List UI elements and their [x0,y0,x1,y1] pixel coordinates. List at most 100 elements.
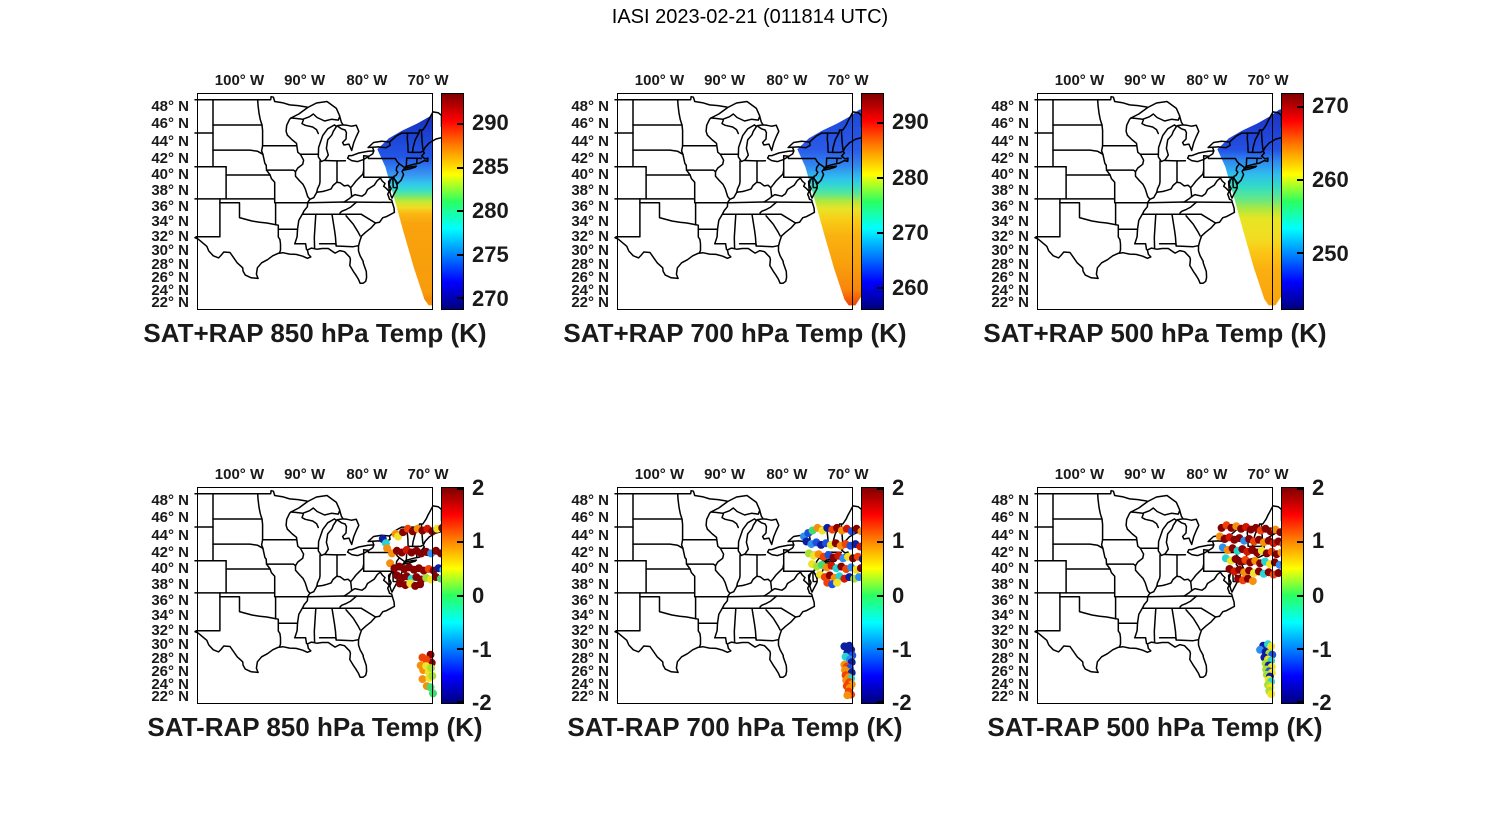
lat-tick-label: 26° N [571,663,609,681]
lat-tick-label: 22° N [571,294,609,312]
map-sat-minus-rap-500 [1034,487,1292,704]
lat-tick-label: 32° N [991,621,1029,639]
lat-tick-label: 34° N [991,212,1029,230]
panel-sat-minus-rap-850: SAT-RAP 850 hPa Temp (K) 100° W 90° W 80° … [125,457,565,767]
colorbar-tick-label: 0 [1312,582,1325,608]
lat-tick-label: 44° N [151,132,189,150]
colorbar-tick [457,487,463,490]
axes-frame [197,93,433,310]
lat-tick-label: 34° N [991,606,1029,624]
colorbar-tick [457,166,463,169]
colorbar-tick [1297,105,1303,108]
colorbar-tick [1297,179,1303,181]
lat-tick-label: 26° N [571,269,609,287]
lat-tick-label: 48° N [571,492,609,510]
panel-title: SAT+RAP 850 hPa Temp (K) [143,318,487,348]
panel-title: SAT+RAP 700 hPa Temp (K) [563,318,907,348]
colorbar-tick [877,594,883,597]
colorbar-tick-label: 280 [472,198,509,224]
lon-tick-label: 80° W [1186,466,1228,483]
data-swath [797,108,868,306]
lat-tick-label: 34° N [571,606,609,624]
lat-tick-label: 40° N [151,560,189,578]
lat-tick-label: 34° N [151,606,189,624]
axes-frame [617,487,853,704]
colorbar-tick-label: -1 [1312,636,1332,662]
colorbar [1281,93,1304,310]
lat-tick-label: 38° N [991,182,1029,200]
lat-tick-label: 36° N [571,591,609,609]
colorbar-tick-label: -1 [892,636,912,662]
lon-tick-label: 80° W [346,72,388,89]
lon-tick-label: 70° W [407,72,449,89]
lon-tick-label: 90° W [284,72,326,89]
colorbar-tick [457,253,463,256]
panel-title: SAT-RAP 700 hPa Temp (K) [567,712,903,742]
colorbar-tick [1297,648,1303,651]
colorbar-tick-label: 290 [472,110,509,136]
colorbar-tick [457,123,463,126]
colorbar [861,93,884,310]
lon-tick-label: 70° W [407,466,449,483]
lon-tick-label: 70° W [827,72,869,89]
lat-tick-label: 28° N [571,255,609,273]
lon-tick-label: 90° W [284,466,326,483]
lon-tick-label: 100° W [214,72,265,89]
scatter-dots [800,523,872,700]
colorbar-tick [877,286,883,289]
scatter-dots [378,523,452,698]
colorbar-tick [457,701,463,704]
lat-tick-label: 24° N [151,675,189,693]
lon-tick-label: 90° W [704,72,746,89]
colorbar-tick-label: 250 [1312,240,1349,266]
lat-tick-label: 32° N [151,621,189,639]
colorbar [1281,487,1304,704]
lon-tick-label: 80° W [346,466,388,483]
axes-frame [617,93,853,310]
lat-tick-label: 44° N [571,526,609,544]
lat-tick-label: 48° N [151,492,189,510]
colorbar-tick [877,540,883,543]
lon-tick-label: 100° W [214,466,265,483]
lat-tick-label: 26° N [991,269,1029,287]
panel-sat-plus-rap-700: SAT+RAP 700 hPa Temp (K) 100° W 90° W 80° … [545,63,985,373]
colorbar-tick [457,648,463,651]
lat-tick-label: 22° N [151,294,189,312]
lat-tick-label: 36° N [151,591,189,609]
lat-tick-label: 30° N [991,241,1029,259]
colorbar-tick [1297,487,1303,490]
lat-tick-label: 38° N [151,182,189,200]
data-swath [377,114,433,306]
colorbar-tick-label: 2 [892,474,905,500]
lat-tick-label: 28° N [991,649,1029,667]
panel-sat-minus-rap-700: SAT-RAP 700 hPa Temp (K) 100° W 90° W 80° … [545,457,985,767]
colorbar-tick-label: 270 [892,219,929,245]
lat-tick-label: 46° N [991,509,1029,527]
lat-tick-label: 46° N [151,509,189,527]
lat-tick-label: 38° N [991,576,1029,594]
lon-tick-label: 70° W [1247,72,1289,89]
lat-tick-label: 42° N [991,149,1029,167]
lat-tick-label: 34° N [571,212,609,230]
colorbar-tick-label: 2 [1312,474,1325,500]
lat-tick-label: 28° N [151,255,189,273]
colorbar [441,93,464,310]
lat-tick-label: 30° N [151,635,189,653]
lat-tick-label: 46° N [991,115,1029,133]
data-swath [1217,108,1288,306]
lat-tick-label: 46° N [571,115,609,133]
lat-tick-label: 40° N [571,560,609,578]
map-sat-plus-rap-850 [194,93,448,310]
lon-tick-label: 80° W [766,466,808,483]
lat-tick-label: 26° N [151,269,189,287]
lon-tick-label: 100° W [634,466,685,483]
panel-sat-plus-rap-850: SAT+RAP 850 hPa Temp (K) 100° W 90° W 80° … [125,63,565,373]
colorbar [861,487,884,704]
colorbar-tick-label: -2 [1312,690,1332,716]
lon-tick-label: 70° W [827,466,869,483]
lat-tick-label: 22° N [991,294,1029,312]
lon-tick-label: 100° W [1054,72,1105,89]
colorbar-tick [1297,252,1303,255]
lat-tick-label: 24° N [151,281,189,299]
lat-tick-label: 32° N [571,227,609,245]
